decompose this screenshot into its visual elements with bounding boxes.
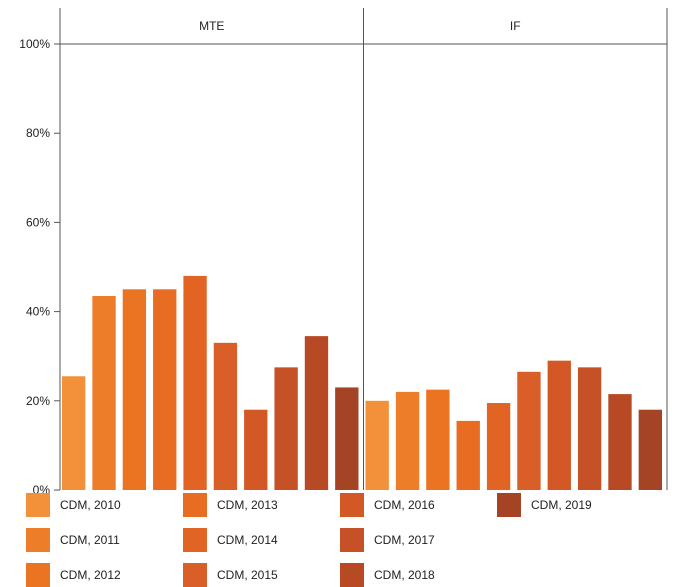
legend-swatch: [26, 563, 50, 587]
legend-item: CDM, 2014: [183, 528, 278, 552]
legend-item: CDM, 2017: [340, 528, 435, 552]
bar-mte-9: [304, 336, 329, 490]
legend-label: CDM, 2011: [60, 533, 120, 547]
bar-if-3: [426, 389, 450, 490]
legend-item: CDM, 2019: [497, 493, 592, 517]
bar-if-8: [577, 367, 602, 490]
bar-if-10: [638, 409, 662, 490]
legend-item: CDM, 2013: [183, 493, 278, 517]
bar-mte-1: [62, 376, 86, 490]
legend-swatch: [340, 528, 364, 552]
legend-label: CDM, 2012: [60, 568, 121, 582]
bar-mte-10: [335, 387, 359, 490]
legend-label: CDM, 2016: [374, 498, 435, 512]
legend-swatch: [340, 563, 364, 587]
legend-swatch: [183, 563, 207, 587]
bar-if-4: [456, 420, 480, 490]
legend-label: CDM, 2015: [217, 568, 278, 582]
bar-mte-3: [122, 289, 147, 490]
legend-item: CDM, 2018: [340, 563, 435, 587]
legend-swatch: [497, 493, 521, 517]
panel-label-if: IF: [510, 19, 521, 33]
bar-if-2: [395, 391, 420, 490]
bar-mte-4: [153, 289, 177, 490]
legend-item: CDM, 2016: [340, 493, 435, 517]
legend-label: CDM, 2018: [374, 568, 435, 582]
legend-item: CDM, 2012: [26, 563, 121, 587]
legend-swatch: [183, 493, 207, 517]
bar-if-6: [517, 371, 541, 490]
axes: [54, 8, 668, 491]
bars: [62, 275, 662, 490]
legend-item: CDM, 2010: [26, 493, 121, 517]
bar-mte-8: [274, 367, 298, 490]
legend-swatch: [183, 528, 207, 552]
y-tick-label: 20%: [26, 394, 50, 408]
y-tick-label: 40%: [26, 305, 50, 319]
legend-label: CDM, 2013: [217, 498, 278, 512]
bar-if-7: [547, 360, 571, 490]
legend-swatch: [26, 528, 50, 552]
legend: CDM, 2010 CDM, 2011 CDM, 2012 CDM, 2013 CDM,…: [26, 493, 666, 587]
legend-label: CDM, 2014: [217, 533, 278, 547]
y-tick-label: 80%: [26, 126, 50, 140]
bar-if-1: [365, 400, 389, 490]
legend-swatch: [340, 493, 364, 517]
bar-mte-7: [244, 409, 268, 490]
legend-label: CDM, 2010: [60, 498, 121, 512]
legend-swatch: [26, 493, 50, 517]
bar-mte-5: [183, 275, 207, 490]
legend-item: CDM, 2015: [183, 563, 278, 587]
y-tick-label: 60%: [26, 215, 50, 229]
bar-if-5: [486, 403, 511, 490]
bar-if-9: [608, 394, 632, 490]
bar-mte-6: [213, 342, 238, 490]
panel-label-mte: MTE: [199, 19, 224, 33]
legend-label: CDM, 2019: [531, 498, 592, 512]
legend-label: CDM, 2017: [374, 533, 435, 547]
bar-mte-2: [92, 295, 116, 490]
y-tick-label: 100%: [19, 37, 50, 51]
legend-item: CDM, 2011: [26, 528, 120, 552]
